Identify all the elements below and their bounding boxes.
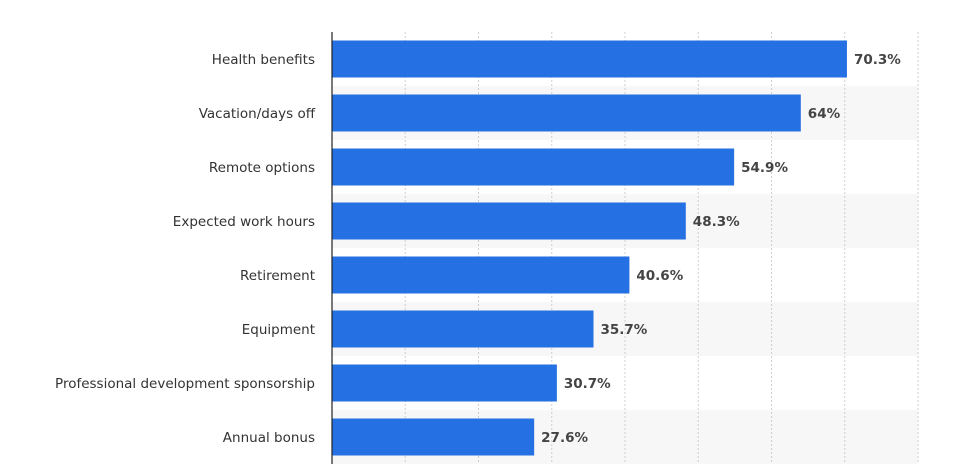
bar <box>332 94 801 132</box>
bar <box>332 148 735 186</box>
bar <box>332 256 630 294</box>
category-label: Expected work hours <box>173 214 315 230</box>
bar <box>332 418 535 456</box>
value-label: 30.7% <box>564 376 611 392</box>
value-label: 40.6% <box>636 268 683 284</box>
bar <box>332 310 594 348</box>
category-labels: Health benefits Vacation/days off Remote o… <box>55 52 316 446</box>
category-label: Professional development sponsorship <box>55 376 315 392</box>
value-label: 70.3% <box>854 52 901 68</box>
value-label: 27.6% <box>541 430 588 446</box>
category-label: Remote options <box>209 160 315 176</box>
value-label: 54.9% <box>741 160 788 176</box>
bars <box>332 40 847 456</box>
category-label: Vacation/days off <box>199 106 316 122</box>
value-label: 35.7% <box>601 322 648 338</box>
bar <box>332 364 557 402</box>
value-label: 64% <box>808 106 841 122</box>
value-labels: 70.3% 64% 54.9% 48.3% 40.6% 35.7% 30.7% 27.6% <box>541 52 901 446</box>
value-label: 48.3% <box>693 214 740 230</box>
bar <box>332 202 686 240</box>
category-label: Health benefits <box>212 52 315 68</box>
category-label: Equipment <box>242 322 315 338</box>
category-label: Retirement <box>240 268 315 284</box>
bar <box>332 40 847 78</box>
category-label: Annual bonus <box>223 430 315 446</box>
